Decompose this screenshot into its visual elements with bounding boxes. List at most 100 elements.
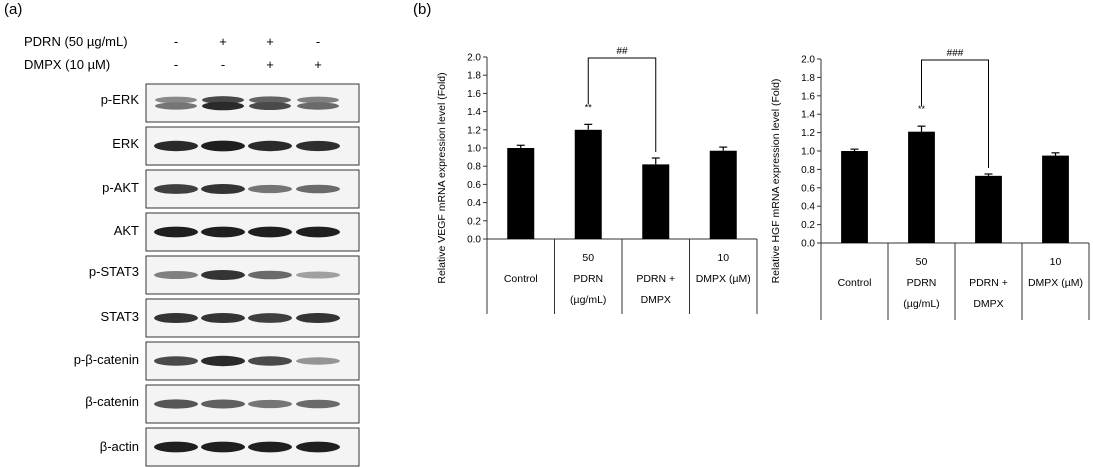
blot-band: [296, 184, 340, 194]
dmpx-sign-lane-1: -: [174, 57, 178, 72]
blot-band: [154, 226, 198, 238]
panel-a: (a) PDRN (50 µg/mL) DMPX (10 µM) - + + -…: [4, 1, 360, 467]
blot-band: [154, 184, 198, 194]
blot-band: [296, 226, 340, 238]
blot-band: [154, 441, 198, 453]
comparison-bracket-label: ##: [616, 46, 628, 57]
blot-band: [154, 271, 198, 279]
category-dose-label: 10: [1050, 256, 1062, 268]
bar: [975, 175, 1002, 243]
hgf-chart: Relative HGF mRNA expression level (Fold…: [770, 48, 1090, 320]
y-tick-label: 1.8: [801, 73, 815, 84]
blot-band: [296, 357, 340, 365]
blot-band: [249, 96, 291, 104]
blot-band: [202, 101, 244, 111]
blot-band: [201, 140, 245, 152]
y-tick-label: 1.2: [467, 125, 481, 136]
blot-band: [248, 356, 292, 366]
blot-band: [248, 226, 292, 238]
dmpx-sign-lane-4: +: [314, 57, 322, 72]
y-axis-title: Relative HGF mRNA expression level (Fold…: [770, 79, 782, 284]
blot-band: [201, 441, 245, 453]
blot-band: [201, 269, 245, 281]
category-label: PDRN: [573, 273, 603, 285]
blot-row-7: [145, 341, 360, 381]
blot-label-p-akt: p-AKT: [102, 180, 139, 195]
blot-row-8: [145, 384, 360, 424]
bar: [709, 150, 737, 239]
blot-row-1: [145, 83, 360, 123]
blot-band: [154, 312, 198, 324]
y-tick-label: 1.6: [801, 91, 815, 102]
blot-label-erk: ERK: [112, 136, 139, 151]
blot-band: [296, 399, 340, 409]
blot-band: [248, 140, 292, 152]
category-label: Control: [504, 273, 538, 285]
blot-band: [155, 96, 197, 104]
panel-a-label: (a): [4, 1, 22, 18]
blot-band: [201, 355, 245, 367]
y-tick-label: 0.6: [801, 183, 815, 194]
blot-band: [202, 96, 244, 104]
y-tick-label: 0.2: [467, 216, 481, 227]
significance-marker: **: [585, 102, 593, 112]
pdrn-sign-lane-3: +: [266, 34, 274, 49]
bar: [507, 148, 535, 239]
blot-label-akt: AKT: [114, 223, 139, 238]
y-tick-label: 0.6: [467, 180, 481, 191]
y-tick-label: 0.0: [801, 239, 815, 250]
y-tick-label: 0.4: [801, 202, 815, 213]
blot-band: [296, 312, 340, 324]
blot-band: [154, 356, 198, 366]
blot-row-2: [145, 126, 360, 166]
comparison-bracket: [587, 57, 657, 153]
category-label: (µg/mL): [903, 298, 939, 310]
blot-band: [201, 399, 245, 409]
blot-band: [248, 270, 292, 280]
blot-row-9: [145, 427, 360, 467]
vegf-chart: Relative VEGF mRNA expression level (Fol…: [436, 46, 758, 314]
blot-label-p-erk: p-ERK: [101, 92, 140, 107]
dmpx-sign-lane-3: +: [266, 57, 274, 72]
blot-labels: p-ERK ERK p-AKT AKT p-STAT3 STAT3 p-β-ca…: [74, 92, 140, 454]
condition-label-dmpx: DMPX (10 µM): [24, 57, 110, 72]
pdrn-sign-lane-1: -: [174, 34, 178, 49]
bar: [642, 164, 670, 239]
category-label: PDRN +: [969, 277, 1008, 289]
panel-b-label: (b): [413, 1, 431, 18]
blot-band: [248, 399, 292, 409]
blot-band: [296, 441, 340, 453]
blot-label-beta-catenin: β-catenin: [85, 394, 139, 409]
y-tick-label: 0.2: [801, 220, 815, 231]
y-tick-label: 1.6: [467, 89, 481, 100]
blot-band: [154, 140, 198, 152]
bar: [908, 131, 935, 243]
condition-signs: - + + - - - + +: [174, 34, 322, 72]
blot-label-p-beta-catenin: p-β-catenin: [74, 352, 139, 367]
blot-row-6: [145, 298, 360, 338]
bar: [574, 129, 602, 239]
blot-label-stat3: STAT3: [100, 309, 139, 324]
blot-row-3: [145, 169, 360, 209]
category-label: PDRN: [907, 277, 937, 289]
blot-label-beta-actin: β-actin: [100, 439, 139, 454]
category-label: DMPX (µM): [696, 273, 751, 285]
blot-band: [201, 226, 245, 238]
category-label: (µg/mL): [570, 294, 606, 306]
category-label: PDRN +: [636, 273, 675, 285]
blot-band: [296, 140, 340, 152]
pdrn-sign-lane-2: +: [219, 34, 227, 49]
category-dose-label: 50: [916, 256, 928, 268]
category-label: DMPX (µM): [1028, 277, 1083, 289]
blot-band: [297, 102, 339, 110]
pdrn-sign-lane-4: -: [316, 34, 320, 49]
comparison-bracket-label: ###: [947, 48, 964, 59]
y-tick-label: 0.8: [801, 165, 815, 176]
dmpx-sign-lane-2: -: [221, 57, 225, 72]
y-tick-label: 1.2: [801, 128, 815, 139]
blot-label-p-stat3: p-STAT3: [89, 264, 139, 279]
blot-band: [155, 102, 197, 110]
y-tick-label: 0.8: [467, 162, 481, 173]
blot-band: [248, 441, 292, 453]
